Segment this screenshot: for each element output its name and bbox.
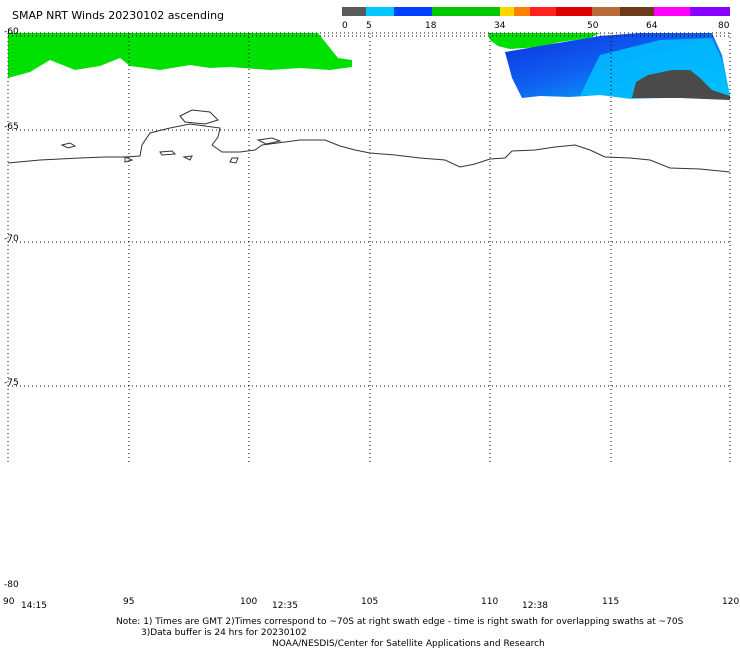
lat-label-75: -75 <box>4 378 19 388</box>
lon-label-105: 105 <box>361 597 379 607</box>
lon-label-110: 110 <box>481 597 499 607</box>
time-label-3: 12:38 <box>522 601 548 611</box>
colorbar-segment <box>432 7 500 16</box>
colorbar-label-50: 50 <box>587 21 599 31</box>
colorbar-segment <box>592 7 620 16</box>
lat-label-80: -80 <box>4 580 19 590</box>
lat-label-70: -70 <box>4 234 19 244</box>
wind-swath-right-gray <box>632 70 730 100</box>
colorbar-label-34: 34 <box>494 21 506 31</box>
time-label-2: 12:35 <box>272 601 298 611</box>
lat-label-60: -60 <box>4 27 19 37</box>
lon-label-95: 95 <box>123 597 135 607</box>
colorbar-segment <box>654 7 690 16</box>
colorbar-label-80: 80 <box>718 21 730 31</box>
note-line-3: NOAA/NESDIS/Center for Satellite Applica… <box>272 639 545 649</box>
map-grid <box>7 33 731 463</box>
lat-label-65: -65 <box>4 122 19 132</box>
lon-label-120: 120 <box>722 597 740 607</box>
colorbar-label-18: 18 <box>425 21 437 31</box>
colorbar-segment <box>556 7 592 16</box>
antarctic-coastline <box>7 109 731 173</box>
colorbar-segment <box>514 7 530 16</box>
note-line-1: Note: 1) Times are GMT 2)Times correspon… <box>116 617 684 627</box>
colorbar-label-64: 64 <box>646 21 658 31</box>
map-title: SMAP NRT Winds 20230102 ascending <box>12 9 225 22</box>
lon-label-90: 90 <box>3 597 15 607</box>
colorbar-label-5: 5 <box>366 21 372 31</box>
colorbar-segment <box>366 7 394 16</box>
colorbar-segment <box>394 7 432 16</box>
colorbar-label-0: 0 <box>342 21 348 31</box>
lon-label-115: 115 <box>602 597 620 607</box>
note-line-2: 3)Data buffer is 24 hrs for 20230102 <box>141 628 307 638</box>
colorbar-segment <box>530 7 556 16</box>
wind-swath-right-green <box>488 33 600 49</box>
colorbar <box>342 7 730 16</box>
colorbar-segment <box>342 7 366 16</box>
lon-label-100: 100 <box>240 597 258 607</box>
colorbar-segment <box>690 7 730 16</box>
colorbar-segment <box>500 7 514 16</box>
wind-swath-left <box>8 33 352 78</box>
colorbar-segment <box>620 7 654 16</box>
time-label-1: 14:15 <box>21 601 47 611</box>
